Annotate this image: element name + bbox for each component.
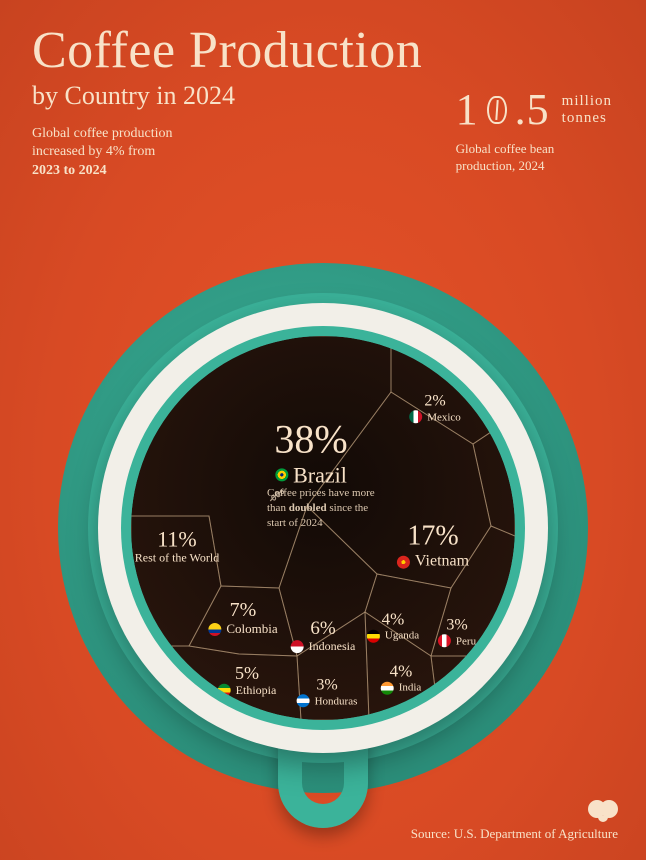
growth-note: Global coffee production increased by 4%… — [32, 125, 232, 182]
total-value: 1 .5 million tonnes — [456, 84, 612, 135]
total-suffix: .5 — [515, 84, 550, 135]
region-name: Ethiopia — [218, 683, 277, 697]
region-vietnam: 17%Vietnam — [397, 521, 469, 572]
growth-line2: increased by 4% from — [32, 144, 155, 159]
growth-bold: 2023 to 2024 — [32, 163, 107, 178]
growth-line1: Global coffee production — [32, 126, 172, 141]
flag-icon — [381, 681, 394, 694]
region-name: Vietnam — [397, 553, 469, 571]
region-pct: 6% — [291, 618, 356, 640]
sub2: production, 2024 — [456, 158, 545, 173]
region-pct: 3% — [438, 616, 476, 634]
total-unit: million tonnes — [562, 93, 612, 126]
region-indonesia: 6%Indonesia — [291, 618, 356, 654]
region-pct: 3% — [297, 676, 358, 694]
coffee-branch-icon — [267, 486, 287, 506]
source-logo-icon — [588, 798, 618, 822]
flag-icon — [409, 411, 422, 424]
region-mexico: 2%Mexico — [409, 392, 461, 423]
main-title: Coffee Production — [32, 24, 614, 79]
totals-block: 1 .5 million tonnes Global coffee bean pr… — [456, 84, 612, 175]
region-ethiopia: 5%Ethiopia — [218, 663, 277, 697]
region-honduras: 3%Honduras — [297, 676, 358, 707]
region-pct: 38% — [274, 416, 347, 462]
region-uganda: 4%Uganda — [367, 610, 419, 643]
region-name: Brazil — [274, 462, 347, 487]
price-insight: Coffee prices have more than doubled sin… — [267, 486, 375, 531]
bean-icon — [487, 96, 507, 124]
region-rest-of-the-world: 11%Rest of the World — [135, 526, 219, 565]
region-pct: 5% — [218, 663, 277, 684]
region-india: 4%India — [381, 662, 422, 695]
region-name: Honduras — [297, 695, 358, 708]
flag-icon — [297, 695, 310, 708]
i2b: doubled — [289, 502, 327, 514]
region-name: Colombia — [208, 622, 277, 637]
region-pct: 17% — [397, 521, 469, 553]
unit1: million — [562, 93, 612, 109]
region-name: Rest of the World — [135, 552, 219, 566]
flag-icon — [367, 629, 380, 642]
region-pct: 11% — [135, 526, 219, 551]
coffee-surface: 38%Brazil 17%Vietnam 11%Rest of the World 7… — [131, 336, 515, 720]
cup-illustration: 38%Brazil 17%Vietnam 11%Rest of the World 7… — [53, 208, 593, 848]
unit2: tonnes — [562, 110, 607, 126]
region-name: Peru — [438, 635, 476, 648]
region-pct: 4% — [381, 662, 422, 682]
region-name: Mexico — [409, 411, 461, 424]
flag-icon — [218, 684, 231, 697]
flag-icon — [208, 623, 221, 636]
region-pct: 7% — [208, 599, 277, 622]
i3: start of 2024 — [267, 517, 323, 529]
total-sub: Global coffee bean production, 2024 — [456, 141, 612, 175]
flag-icon — [438, 635, 451, 648]
region-colombia: 7%Colombia — [208, 599, 277, 637]
flag-icon — [275, 468, 288, 481]
infographic-root: Coffee Production by Country in 2024 Glo… — [0, 0, 646, 860]
source-credit: Source: U.S. Department of Agriculture — [411, 798, 618, 842]
flag-icon — [397, 556, 410, 569]
source-prefix: Source: — [411, 826, 454, 841]
total-prefix: 1 — [456, 84, 479, 135]
region-name: Uganda — [367, 629, 419, 642]
region-name: Indonesia — [291, 640, 356, 654]
flag-icon — [291, 640, 304, 653]
region-name: India — [381, 681, 422, 694]
sub1: Global coffee bean — [456, 141, 555, 156]
region-brazil: 38%Brazil — [274, 416, 347, 487]
region-pct: 4% — [367, 610, 419, 630]
region-pct: 2% — [409, 392, 461, 410]
region-peru: 3%Peru — [438, 616, 476, 647]
source-text: U.S. Department of Agriculture — [454, 826, 618, 841]
i2c: since the — [327, 502, 369, 514]
